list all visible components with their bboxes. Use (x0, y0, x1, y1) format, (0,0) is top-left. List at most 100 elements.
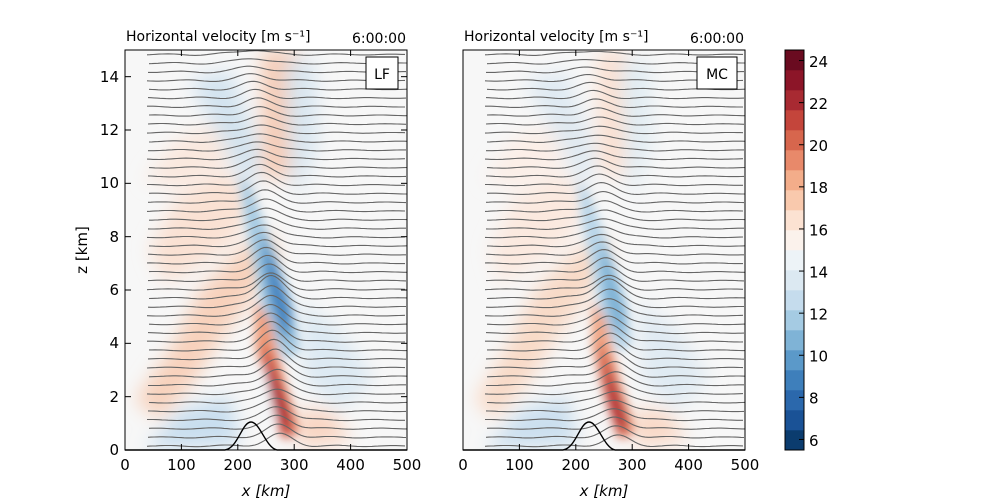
isentrope-line (148, 368, 406, 387)
x-tick-label: 300 (280, 456, 309, 474)
isentrope-line (486, 307, 745, 326)
isentrope-line (484, 50, 743, 56)
colorbar-swatch (785, 430, 804, 451)
isentrope-line (485, 241, 744, 256)
isentrope-line (484, 434, 744, 448)
x-tick-labels: 0 100 200 300 400 500 (120, 456, 421, 474)
isentrope-line (485, 116, 745, 126)
terrain-outline (463, 421, 745, 451)
isentrope-line (148, 180, 407, 195)
isentrope-line (148, 388, 407, 404)
isentrope-line (147, 97, 405, 108)
colorbar-swatch (785, 390, 804, 411)
colorbar-swatch (785, 290, 804, 311)
x-tick-label: 300 (618, 456, 647, 474)
terrain-outline (125, 421, 407, 451)
isentrope-line (147, 397, 407, 413)
isentrope-line (486, 134, 745, 143)
isentrope-line (148, 141, 406, 152)
isentrope-line (484, 381, 744, 396)
isentrope-line (147, 406, 405, 422)
isentrope-line (485, 173, 743, 187)
isentrope-line (148, 80, 407, 91)
colorbar-tick-label: 12 (809, 306, 828, 324)
isentrope-line (146, 198, 406, 213)
colorbar-swatch (785, 270, 804, 291)
isentrope-line (486, 182, 745, 195)
isentrope-lines (484, 50, 745, 448)
scheme-label: LF (374, 67, 390, 83)
isentrope-line (146, 50, 405, 56)
colorbar-swatches (785, 50, 804, 451)
scheme-label-box (365, 56, 399, 90)
isentrope-line (484, 125, 744, 135)
isentrope-line (146, 294, 406, 317)
colorbar-swatch (785, 110, 804, 131)
isentrope-line (146, 272, 406, 291)
colorbar-tick-label: 8 (809, 390, 819, 408)
isentrope-line (147, 216, 406, 230)
isentrope-line (147, 239, 406, 256)
isentrope-line (486, 107, 745, 117)
y-tick-label: 6 (109, 281, 119, 299)
y-tick-label: 8 (109, 228, 119, 246)
colorbar-swatch (785, 350, 804, 371)
isentrope-line (147, 338, 407, 361)
x-tick-label: 400 (336, 456, 365, 474)
x-tick-label: 200 (223, 456, 252, 474)
isentrope-line (484, 274, 744, 291)
isentrope-line (147, 171, 405, 187)
x-tick-labels: 0 100 200 300 400 500 (458, 456, 759, 474)
y-tick-label: 0 (109, 441, 119, 459)
isentrope-line (146, 124, 406, 135)
isentrope-line (147, 263, 407, 282)
isentrope-line (486, 390, 745, 404)
isentrope-line (485, 190, 745, 204)
isentrope-line (148, 106, 407, 117)
x-axis-label: x [km] (579, 482, 629, 500)
x-tick-label: 400 (674, 456, 703, 474)
colorbar-swatch (785, 130, 804, 151)
isentrope-line (146, 246, 405, 265)
colorbar-tick-label: 18 (809, 179, 828, 197)
isentrope-line (487, 209, 745, 222)
colorbar-swatch (785, 50, 804, 71)
time-label: 6:00:00 (352, 31, 406, 47)
y-tick-label: 2 (109, 388, 119, 406)
isentrope-line (148, 254, 407, 274)
isentrope-line (487, 332, 745, 352)
x-tick-label: 500 (393, 456, 422, 474)
x-tick-label: 200 (561, 456, 590, 474)
x-axis-label: x [km] (241, 482, 291, 500)
isentrope-line (484, 226, 744, 239)
isentrope-line (485, 315, 745, 335)
isentrope-line (147, 88, 407, 100)
isentrope-line (486, 361, 745, 378)
x-tick-label: 100 (505, 456, 534, 474)
colorbar-swatch (785, 150, 804, 171)
colorbar-swatch (785, 70, 804, 91)
isentrope-line (146, 148, 406, 161)
isentrope-line (148, 274, 407, 300)
isentrope-line (485, 89, 745, 100)
colorbar-tick-label: 16 (809, 221, 828, 239)
isentrope-line (485, 399, 745, 413)
isentrope-line (486, 278, 745, 300)
isentrope-line (146, 348, 406, 369)
isentrope-line (486, 371, 744, 387)
y-tick-labels: 0 2 4 6 8 10 12 14 (100, 68, 119, 459)
plot-title: Horizontal velocity [m s⁻¹] (126, 29, 310, 45)
y-tick-label: 12 (100, 121, 119, 139)
isentrope-line (486, 257, 745, 274)
isentrope-line (147, 321, 406, 343)
y-tick-label: 4 (109, 334, 119, 352)
colorbar-tick-label: 24 (809, 53, 828, 71)
isentrope-lines (146, 50, 407, 448)
isentrope-line (146, 73, 406, 82)
colorbar-swatch (785, 410, 804, 431)
colorbar-swatch (785, 370, 804, 391)
isentrope-line (146, 432, 406, 448)
colorbar-swatch (785, 230, 804, 251)
isentrope-line (484, 298, 744, 317)
